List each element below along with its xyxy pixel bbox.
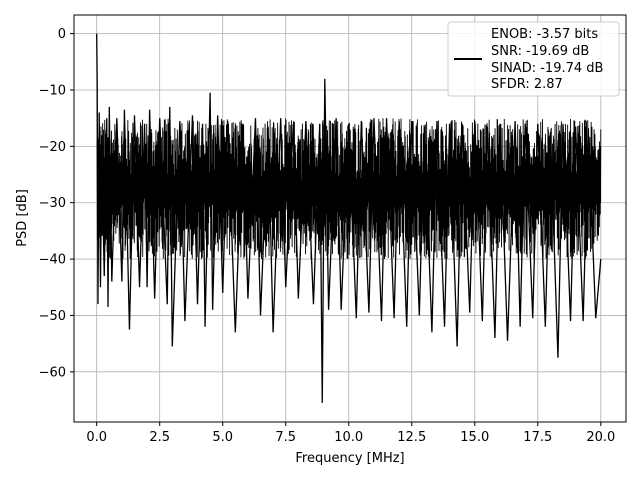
series-line-layer (96, 33, 602, 403)
y-tick-label: 0 (58, 27, 66, 42)
series-line (96, 33, 602, 403)
plot-frame (73, 14, 627, 423)
x-tick-label: 5.0 (212, 430, 233, 445)
y-axis-ticks: 0 −10 −20 −30 −40 −50 −60 (39, 27, 74, 380)
x-axis-ticks: 0.0 2.5 5.0 7.5 10.0 12.5 15.0 17.5 20.0 (86, 422, 615, 445)
y-axis-label: PSD [dB] (15, 189, 30, 247)
x-tick-label: 0.0 (86, 430, 107, 445)
x-tick-label: 15.0 (460, 430, 489, 445)
x-tick-label: 2.5 (149, 430, 170, 445)
legend-entry-sfdr: SFDR: 2.87 (491, 77, 563, 92)
y-tick-label: −20 (39, 140, 66, 155)
legend-box (447, 21, 620, 97)
y-tick-label: −50 (39, 309, 66, 324)
legend-entry-sinad: SINAD: -19.74 dB (491, 61, 603, 76)
y-tick-label: −10 (39, 83, 66, 98)
y-tick-label: −30 (39, 196, 66, 211)
x-tick-label: 17.5 (523, 430, 552, 445)
x-tick-label: 7.5 (275, 430, 296, 445)
y-tick-label: −40 (39, 253, 66, 268)
legend-entry-snr: SNR: -19.69 dB (491, 44, 589, 59)
x-axis-label: Frequency [MHz] (295, 451, 404, 466)
legend-entry-enob: ENOB: -3.57 bits (491, 27, 598, 42)
x-tick-label: 20.0 (586, 430, 615, 445)
x-tick-label: 10.0 (334, 430, 363, 445)
x-tick-label: 12.5 (397, 430, 426, 445)
legend: ENOB: -3.57 bits SNR: -19.69 dB SINAD: -… (447, 21, 620, 97)
y-tick-label: −60 (39, 365, 66, 380)
